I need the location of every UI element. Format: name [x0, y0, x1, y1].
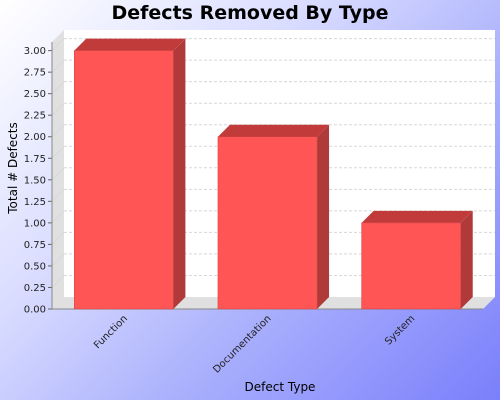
y-tick-label: 1.75 [24, 154, 46, 165]
bar-function [74, 38, 186, 310]
gridline-wall [51, 232, 65, 245]
y-tick-label: 1.50 [24, 175, 46, 186]
gridline-wall [51, 81, 65, 95]
gridline-wall [51, 275, 65, 288]
y-tick-label: 1.25 [24, 197, 46, 208]
x-category-label: Function [92, 313, 130, 351]
gridline-wall [51, 253, 65, 267]
y-tick-label: 1.00 [24, 218, 46, 229]
y-tick-label: 0.50 [24, 261, 46, 272]
bar-side [460, 210, 473, 309]
x-category-label: Documentation [211, 313, 273, 375]
x-category-label: System [383, 313, 417, 347]
y-axis-label: Total # Defects [6, 122, 20, 215]
bar-top [74, 38, 186, 51]
y-tick-label: 3.00 [24, 46, 46, 57]
gridline-wall [51, 210, 65, 224]
bar-front [217, 136, 318, 310]
y-tick-label: 2.00 [24, 132, 46, 143]
bar-side [317, 124, 330, 309]
bar-front [361, 222, 461, 310]
chart-title: Defects Removed By Type [112, 2, 389, 24]
y-tick-label: 2.25 [24, 111, 46, 122]
gridline-wall [51, 124, 65, 138]
y-tick-label: 0.00 [24, 305, 46, 316]
bar-system [361, 210, 473, 310]
gridline-wall [51, 145, 65, 159]
plot-area: 0.00 0.25 0.50 0.75 1.00 1.25 1.50 1.75 2.00 2.25… [24, 30, 495, 376]
bar-top [217, 124, 330, 137]
plot-left-wall [52, 30, 64, 309]
gridline-wall [51, 102, 65, 116]
y-tick-label: 0.25 [24, 283, 46, 294]
gridline-wall [51, 188, 65, 202]
y-tick-label: 2.50 [24, 89, 46, 100]
y-tick-label: 0.75 [24, 240, 46, 251]
bar-side [173, 38, 186, 309]
bar-top [361, 210, 473, 223]
bar-documentation [217, 124, 330, 310]
x-axis-label: Defect Type [245, 380, 316, 394]
gridline-wall [51, 59, 65, 73]
gridline-wall [51, 167, 65, 181]
gridline-wall [51, 38, 65, 51]
y-tick-label: 2.75 [24, 68, 46, 79]
bar-front [74, 50, 174, 310]
